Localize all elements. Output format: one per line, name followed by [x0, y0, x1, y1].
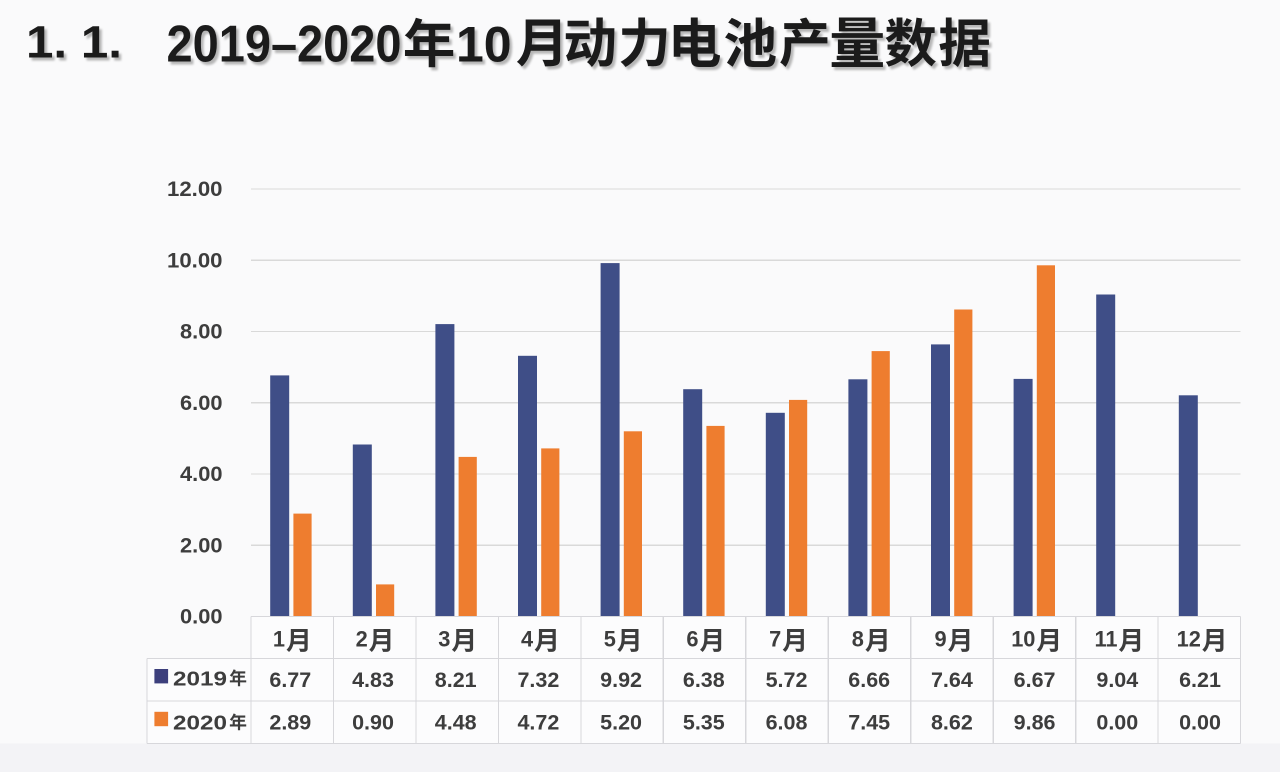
svg-text:2019: 2019	[173, 668, 227, 690]
svg-text:8.00: 8.00	[180, 321, 223, 344]
svg-text:2: 2	[356, 627, 368, 652]
svg-text:2019–2020: 2019–2020	[169, 18, 404, 76]
svg-text:8.62: 8.62	[931, 711, 973, 735]
svg-text:6: 6	[686, 627, 698, 652]
svg-text:1. 1.: 1. 1.	[29, 20, 125, 71]
svg-text:2.89: 2.89	[269, 711, 311, 735]
svg-text:4.72: 4.72	[517, 711, 559, 735]
svg-text:1. 1.: 1. 1.	[26, 17, 122, 68]
svg-text:7.64: 7.64	[931, 668, 973, 692]
svg-text:9.04: 9.04	[1096, 668, 1138, 692]
svg-text:2020: 2020	[173, 712, 227, 734]
svg-text:5.20: 5.20	[600, 711, 642, 735]
svg-text:9.86: 9.86	[1014, 711, 1056, 735]
svg-text:4.48: 4.48	[435, 711, 477, 735]
svg-text:2019–2020: 2019–2020	[167, 15, 402, 73]
svg-text:6.21: 6.21	[1179, 668, 1221, 692]
svg-text:4: 4	[521, 627, 533, 652]
svg-text:9.92: 9.92	[600, 668, 642, 692]
svg-text:6.67: 6.67	[1014, 668, 1056, 692]
svg-text:3: 3	[438, 627, 450, 652]
svg-text:9: 9	[935, 627, 947, 652]
svg-text:6.66: 6.66	[848, 668, 890, 692]
svg-text:12: 12	[1177, 627, 1201, 652]
svg-text:1: 1	[273, 627, 285, 652]
svg-text:4.83: 4.83	[352, 668, 394, 692]
svg-text:5: 5	[604, 627, 616, 652]
svg-text:7.45: 7.45	[848, 711, 890, 735]
svg-text:0.00: 0.00	[180, 606, 223, 629]
svg-text:10.00: 10.00	[167, 249, 223, 272]
svg-text:7.32: 7.32	[517, 668, 559, 692]
svg-text:10: 10	[1011, 627, 1035, 652]
svg-text:4.00: 4.00	[180, 463, 223, 486]
svg-text:0.00: 0.00	[1179, 711, 1221, 735]
svg-text:6.38: 6.38	[683, 668, 725, 692]
svg-text:5.35: 5.35	[683, 711, 725, 735]
svg-text:6.77: 6.77	[269, 668, 311, 692]
svg-text:8.21: 8.21	[435, 668, 477, 692]
svg-text:0.90: 0.90	[352, 711, 394, 735]
svg-text:6.08: 6.08	[766, 711, 808, 735]
svg-text:11: 11	[1095, 627, 1118, 652]
svg-text:12.00: 12.00	[167, 178, 223, 201]
svg-text:2.00: 2.00	[180, 534, 223, 557]
svg-text:8: 8	[852, 627, 864, 652]
svg-text:7: 7	[769, 627, 781, 652]
svg-text:10: 10	[459, 20, 515, 76]
svg-text:0.00: 0.00	[1096, 711, 1138, 735]
svg-text:10: 10	[456, 17, 512, 73]
svg-text:6.00: 6.00	[180, 392, 223, 415]
svg-text:5.72: 5.72	[766, 668, 808, 692]
